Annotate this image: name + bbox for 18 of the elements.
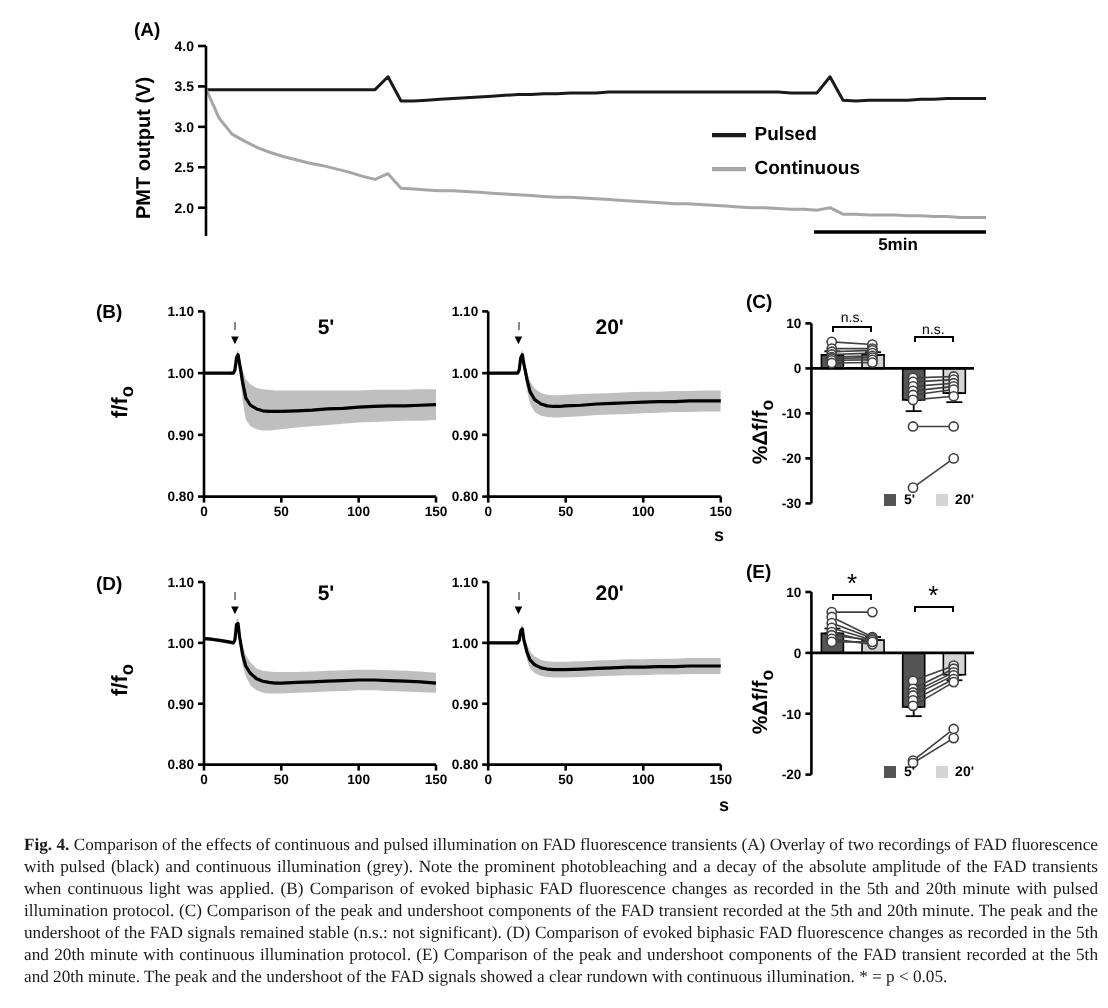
chart-title: (E) (746, 561, 772, 583)
annotation: * (846, 567, 858, 598)
x-axis-title: s (713, 524, 724, 544)
chart-title: 20' (595, 316, 624, 340)
annotation: 5min (878, 233, 918, 253)
text: Fig. 4. (24, 833, 70, 853)
chart-title: 20' (595, 581, 624, 605)
chart-title: (C) (746, 291, 773, 313)
text: (B) (96, 302, 123, 324)
text: (D) (96, 574, 123, 596)
legend-label: Pulsed (754, 124, 817, 147)
chart-title: 5' (317, 581, 335, 605)
y-axis-title: PMT output (V) (133, 76, 155, 220)
x-axis-title: s (718, 794, 729, 814)
annotation: * (928, 579, 939, 610)
legend-label: Continuous (754, 158, 860, 181)
chart-title: (A) (134, 20, 161, 42)
chart-title: 5' (317, 316, 335, 340)
